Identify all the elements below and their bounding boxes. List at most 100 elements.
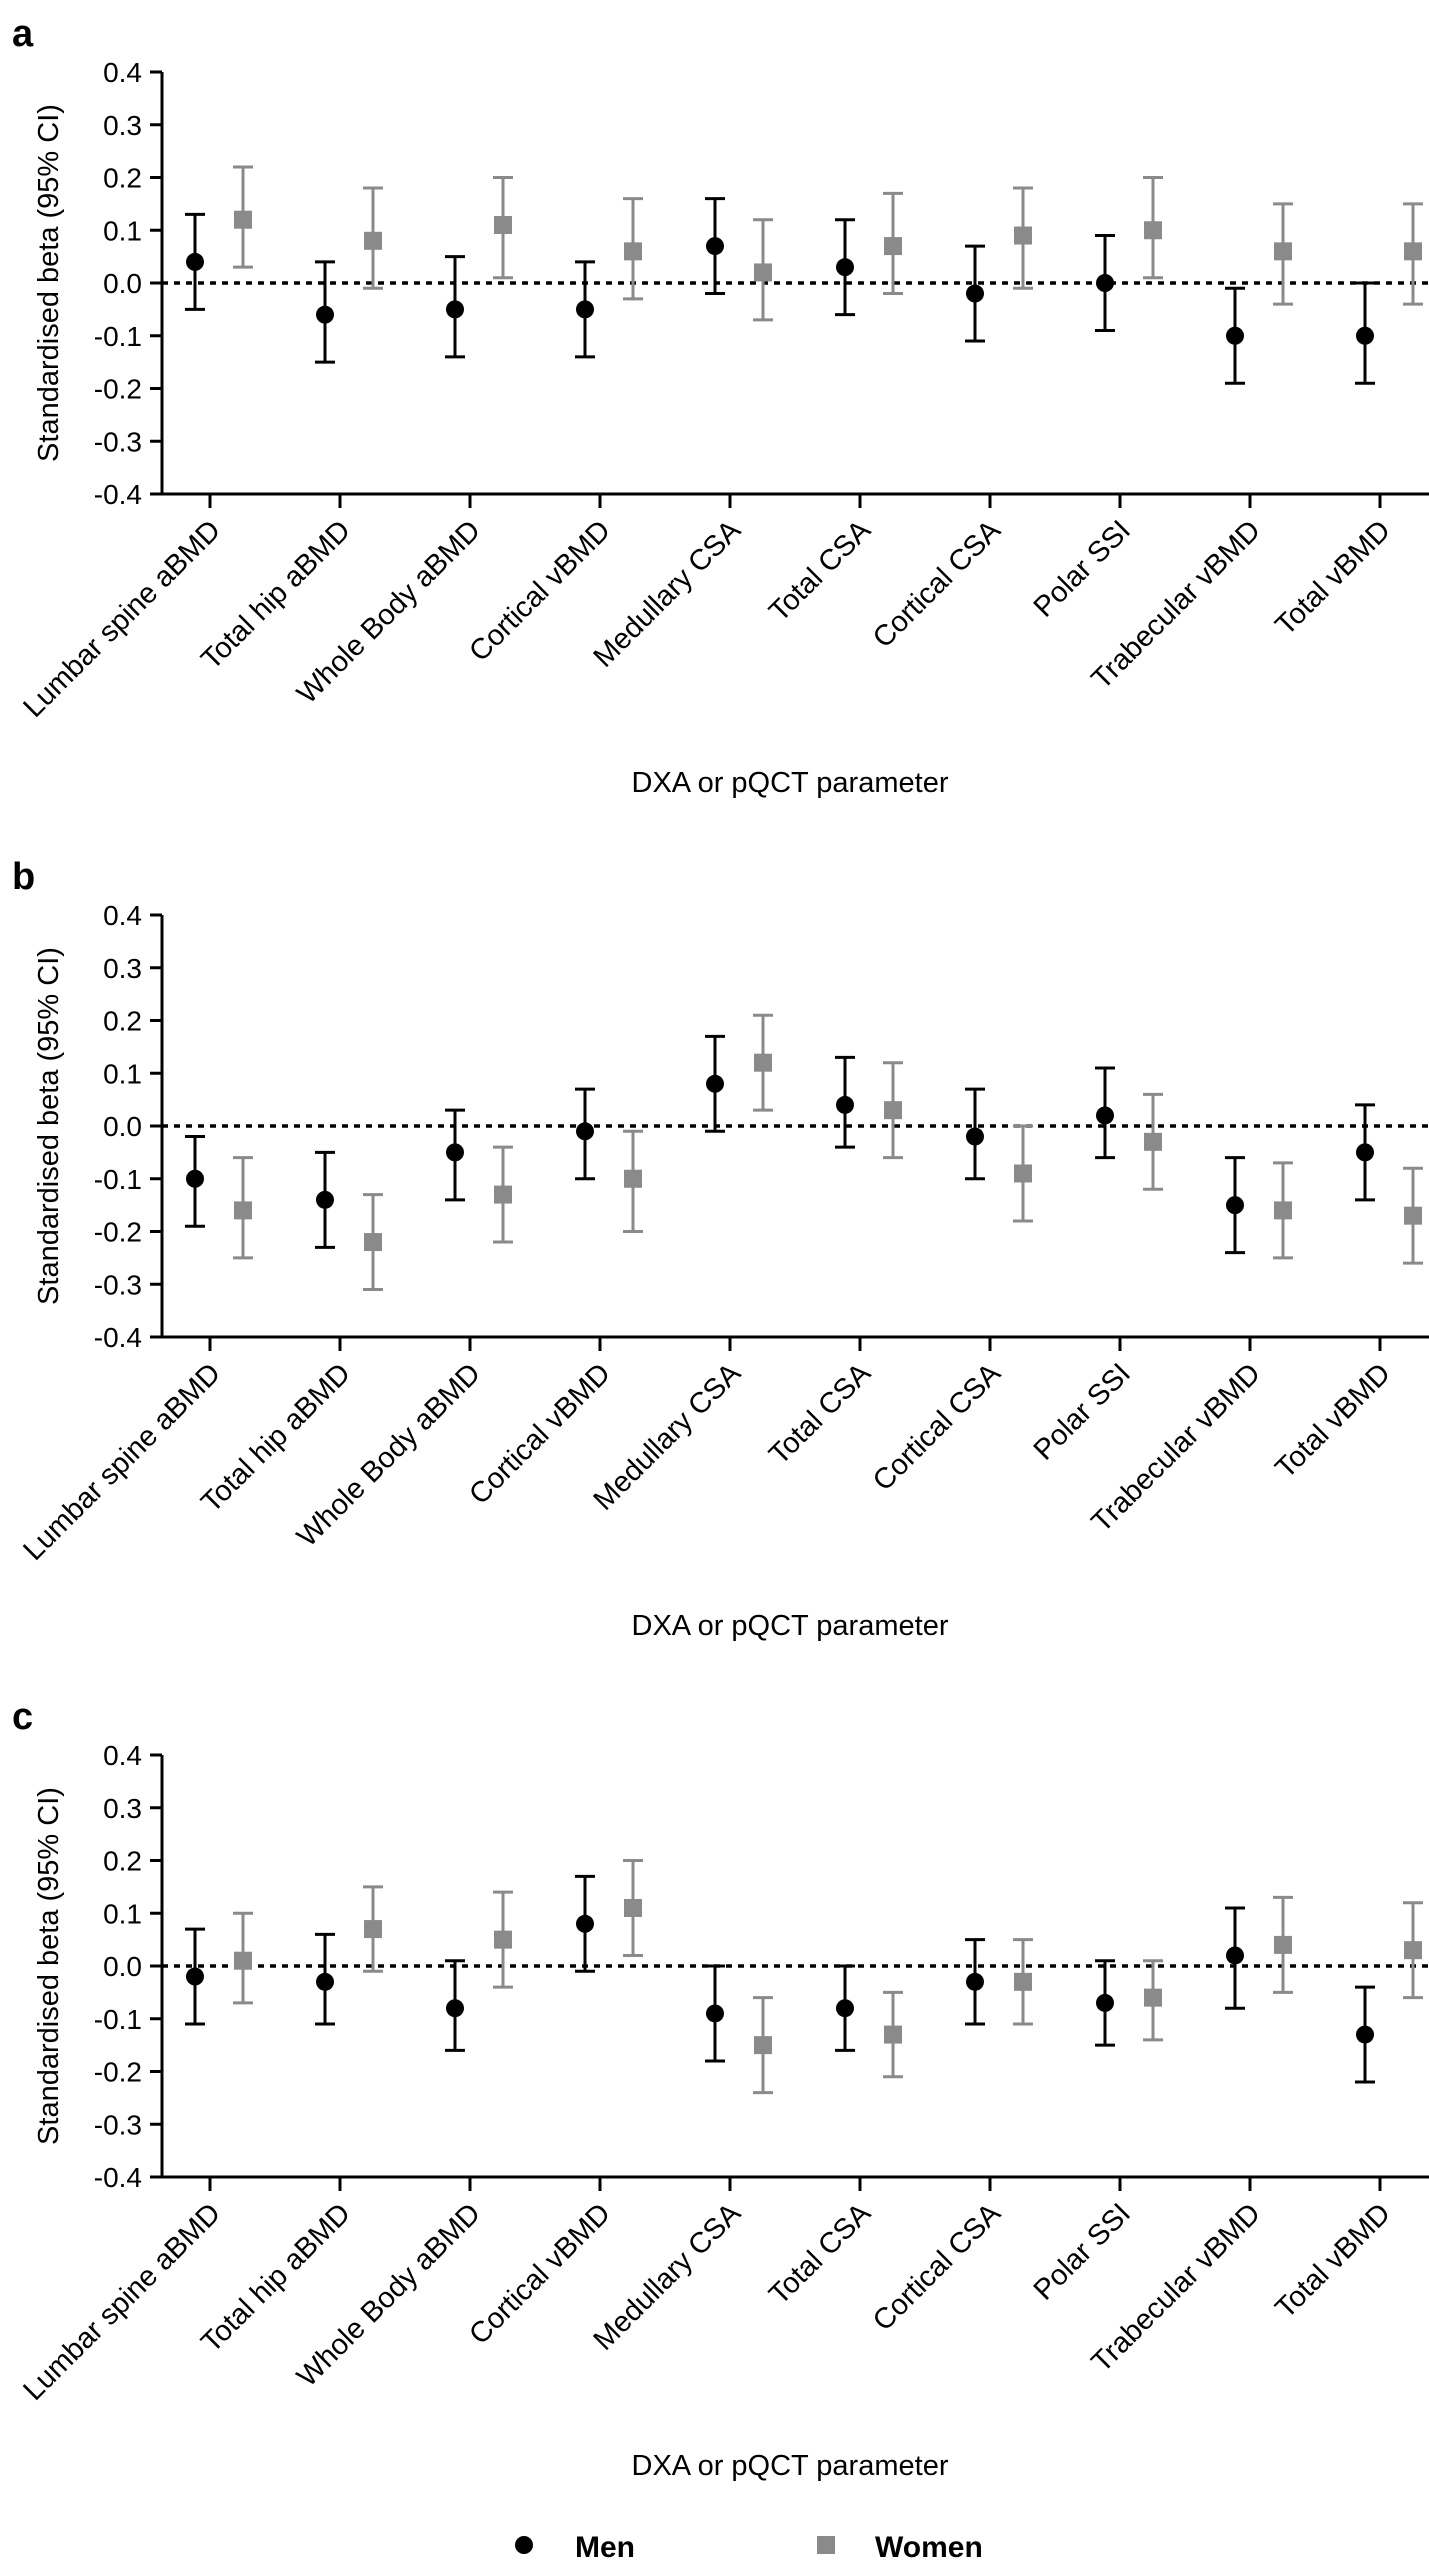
point-marker [1274,1201,1292,1220]
point-marker [316,305,334,324]
x-tick-label: Total vBMD [1269,1357,1396,1484]
panel-label: c [12,1696,33,1738]
x-tick-label: Polar SSI [1028,514,1137,623]
point-marker [576,300,594,319]
point-marker [364,231,382,250]
point-marker [446,1143,464,1162]
y-axis-title: Standardised beta (95% CI) [33,1787,65,2145]
x-tick-label: Total CSA [763,1357,877,1471]
legend-label: Men [575,2531,635,2564]
x-tick-label: Total CSA [763,514,877,628]
point-marker [754,1053,772,1072]
y-tick-label: -0.2 [94,374,142,405]
y-tick-label: 0.4 [103,57,142,88]
point-marker [1096,274,1114,292]
series-men [185,197,1375,385]
y-tick-label: 0.4 [103,1740,142,1771]
y-tick-label: -0.2 [94,2057,142,2088]
series-men [185,1034,1375,1255]
x-tick-label: Total vBMD [1269,2197,1396,2324]
point-marker [494,1930,512,1949]
point-marker [1404,1206,1422,1225]
series-men [185,1874,1375,2084]
point-marker [1356,2025,1374,2044]
x-tick-label: Polar SSI [1028,1357,1137,1466]
y-tick-label: -0.2 [94,1217,142,1248]
point-marker [624,242,642,261]
x-axis-title: DXA or pQCT parameter [632,2450,949,2482]
point-marker [446,300,464,319]
y-axis-title: Standardised beta (95% CI) [33,947,65,1305]
point-marker [576,1122,594,1141]
y-tick-label: 0.3 [103,953,142,984]
point-marker [316,1972,334,1991]
point-marker [754,2036,772,2055]
point-marker [234,1201,252,1220]
y-tick-label: -0.4 [94,2162,142,2193]
series-women [233,1859,1423,2095]
y-tick-label: 0.2 [103,1006,142,1037]
point-marker [576,1914,594,1933]
x-axis-title: DXA or pQCT parameter [632,1610,949,1642]
y-tick-label: -0.3 [94,426,142,457]
x-tick-label: Lumbar spine aBMD [17,2197,227,2407]
chart-panel-a: a 0.4 0.3 0.2 0.1 0.0 -0.1 -0.2 -0.3 -0.4 Standard… [12,13,1429,799]
legend-marker-women [817,2536,835,2554]
y-tick-label: 0.1 [103,1058,142,1089]
x-tick-label: Total vBMD [1269,514,1396,641]
point-marker [1144,1132,1162,1151]
x-tick-label: Cortical CSA [867,1357,1007,1497]
x-tick-label: Total CSA [763,2197,877,2311]
point-marker [1226,1196,1244,1215]
point-marker [1144,1988,1162,2007]
point-marker [1014,1972,1032,1991]
point-marker [966,1127,984,1146]
x-tick-label: Polar SSI [1028,2197,1137,2306]
legend-marker-men [515,2536,533,2554]
point-marker [494,1185,512,1204]
y-tick-label: -0.4 [94,1322,142,1353]
y-tick-label: 0.3 [103,1793,142,1824]
y-tick-label: 0.1 [103,215,142,246]
point-marker [706,2004,724,2023]
panel-label: a [12,13,34,55]
y-tick-label: -0.3 [94,2109,142,2140]
point-marker [884,2025,902,2044]
chart-panel-b: b 0.4 0.3 0.2 0.1 0.0 -0.1 -0.2 -0.3 -0.4 Standard… [12,856,1429,1642]
x-axis-title: DXA or pQCT parameter [632,767,949,799]
point-marker [364,1920,382,1939]
point-marker [706,1074,724,1093]
series-women [233,165,1423,322]
point-marker [316,1190,334,1209]
y-tick-label: -0.1 [94,321,142,352]
point-marker [1096,1993,1114,2012]
point-marker [624,1169,642,1188]
point-marker [1096,1106,1114,1125]
point-marker [706,237,724,256]
point-marker [1356,1143,1374,1162]
point-marker [1274,1935,1292,1954]
x-tick-label: Lumbar spine aBMD [17,1357,227,1567]
point-marker [234,1951,252,1970]
point-marker [1144,221,1162,240]
y-tick-label: -0.4 [94,479,142,510]
y-tick-label: 0.0 [103,268,142,299]
y-tick-label: 0.2 [103,163,142,194]
series-women [233,1013,1423,1292]
x-tick-label: Lumbar spine aBMD [17,514,227,724]
point-marker [186,1169,204,1188]
point-marker [966,284,984,303]
point-marker [1404,242,1422,261]
panel-label: b [12,856,35,898]
point-marker [966,1972,984,1991]
point-marker [754,263,772,282]
y-tick-label: -0.3 [94,1269,142,1300]
y-tick-label: 0.2 [103,1846,142,1877]
x-tick-label: Cortical CSA [867,2197,1007,2337]
point-marker [446,1999,464,2018]
point-marker [884,1101,902,1120]
point-marker [1014,1164,1032,1183]
point-marker [1274,242,1292,261]
y-tick-label: 0.0 [103,1111,142,1142]
